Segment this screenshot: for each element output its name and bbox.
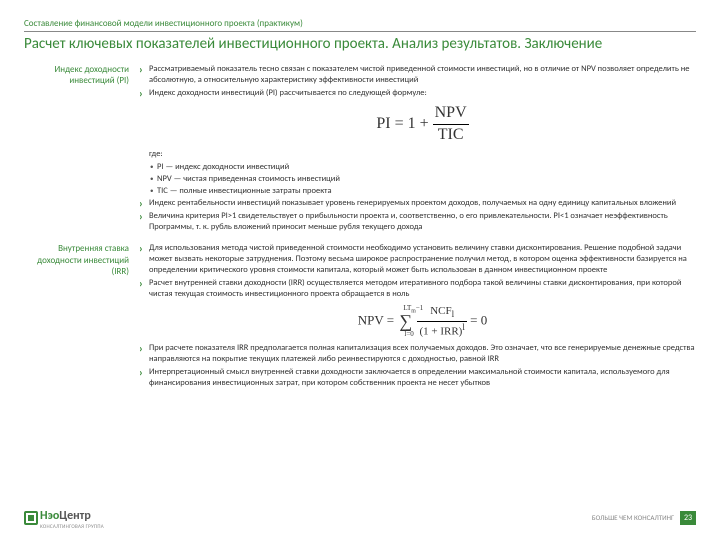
- formula-denom: TIC: [433, 125, 469, 146]
- sub-bullet: PI — индекс доходности инвестиций: [139, 162, 696, 173]
- section-label-pi: Индекс доходности инвестиций (PI): [24, 64, 139, 235]
- section-irr: Внутренняя ставка доходности инвестиций …: [24, 243, 696, 391]
- page-title: Расчет ключевых показателей инвестиционн…: [24, 35, 696, 54]
- section-body-irr: Для использования метода чистой приведен…: [139, 243, 696, 391]
- section-label-irr: Внутренняя ставка доходности инвестиций …: [24, 243, 139, 391]
- logo: НэоЦентр КОНСАЛТИНГОВАЯ ГРУППА: [24, 505, 104, 530]
- bullet: Величина критерия PI>1 свидетельствует о…: [139, 211, 696, 233]
- bullet: Рассматриваемый показатель тесно связан …: [139, 64, 696, 86]
- formula-npv: NPV = ∑ LTm−1 l=0 NCFl (1 + IRR)l = 0: [139, 304, 696, 339]
- sub-bullet: NPV — чистая приведенная стоимость инвес…: [139, 174, 696, 185]
- section-body-pi: Рассматриваемый показатель тесно связан …: [139, 64, 696, 235]
- bullet: Расчет внутренней ставки доходности (IRR…: [139, 278, 696, 300]
- logo-text-2: Центр: [59, 509, 91, 523]
- formula-left: PI = 1 +: [376, 115, 428, 132]
- where-label: где:: [139, 149, 696, 160]
- footer: НэоЦентр КОНСАЛТИНГОВАЯ ГРУППА БОЛЬШЕ ЧЕ…: [24, 505, 696, 530]
- bullet: Интерпретационный смысл внутренней ставк…: [139, 367, 696, 389]
- section-pi: Индекс доходности инвестиций (PI) Рассма…: [24, 64, 696, 235]
- bullet: Для использования метода чистой приведен…: [139, 243, 696, 276]
- logo-icon: [24, 511, 38, 525]
- footer-tagline: БОЛЬШЕ ЧЕМ КОНСАЛТИНГ: [592, 513, 674, 522]
- logo-text-1: Нэо: [40, 509, 59, 523]
- formula-pi: PI = 1 + NPV TIC: [139, 103, 696, 146]
- logo-subtitle: КОНСАЛТИНГОВАЯ ГРУППА: [40, 524, 104, 530]
- bullet: Индекс рентабельности инвестиций показыв…: [139, 198, 696, 209]
- formula-numer: NPV: [433, 103, 469, 125]
- breadcrumb: Составление финансовой модели инвестицио…: [24, 18, 696, 32]
- page-number: 23: [680, 511, 696, 525]
- bullet: При расчете показателя IRR предполагаетс…: [139, 343, 696, 365]
- sub-bullet: TIC — полные инвестиционные затраты прое…: [139, 186, 696, 197]
- bullet: Индекс доходности инвестиций (PI) рассчи…: [139, 88, 696, 99]
